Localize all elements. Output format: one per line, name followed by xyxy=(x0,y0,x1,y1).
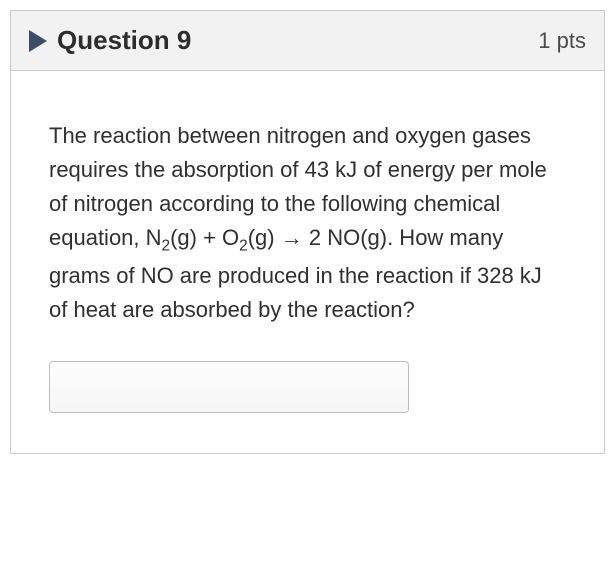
prompt-part: (g) + O xyxy=(170,225,239,250)
prompt-sub: 2 xyxy=(239,238,248,255)
prompt-sub: 2 xyxy=(162,238,171,255)
header-left: Question 9 xyxy=(29,25,191,56)
question-title: Question 9 xyxy=(57,25,191,56)
question-prompt: The reaction between nitrogen and oxygen… xyxy=(49,119,566,327)
answer-input[interactable] xyxy=(49,361,409,413)
flag-icon[interactable] xyxy=(29,30,47,52)
question-header: Question 9 1 pts xyxy=(11,11,604,71)
question-points: 1 pts xyxy=(538,28,586,54)
question-body: The reaction between nitrogen and oxygen… xyxy=(11,71,604,453)
question-card: Question 9 1 pts The reaction between ni… xyxy=(10,10,605,454)
